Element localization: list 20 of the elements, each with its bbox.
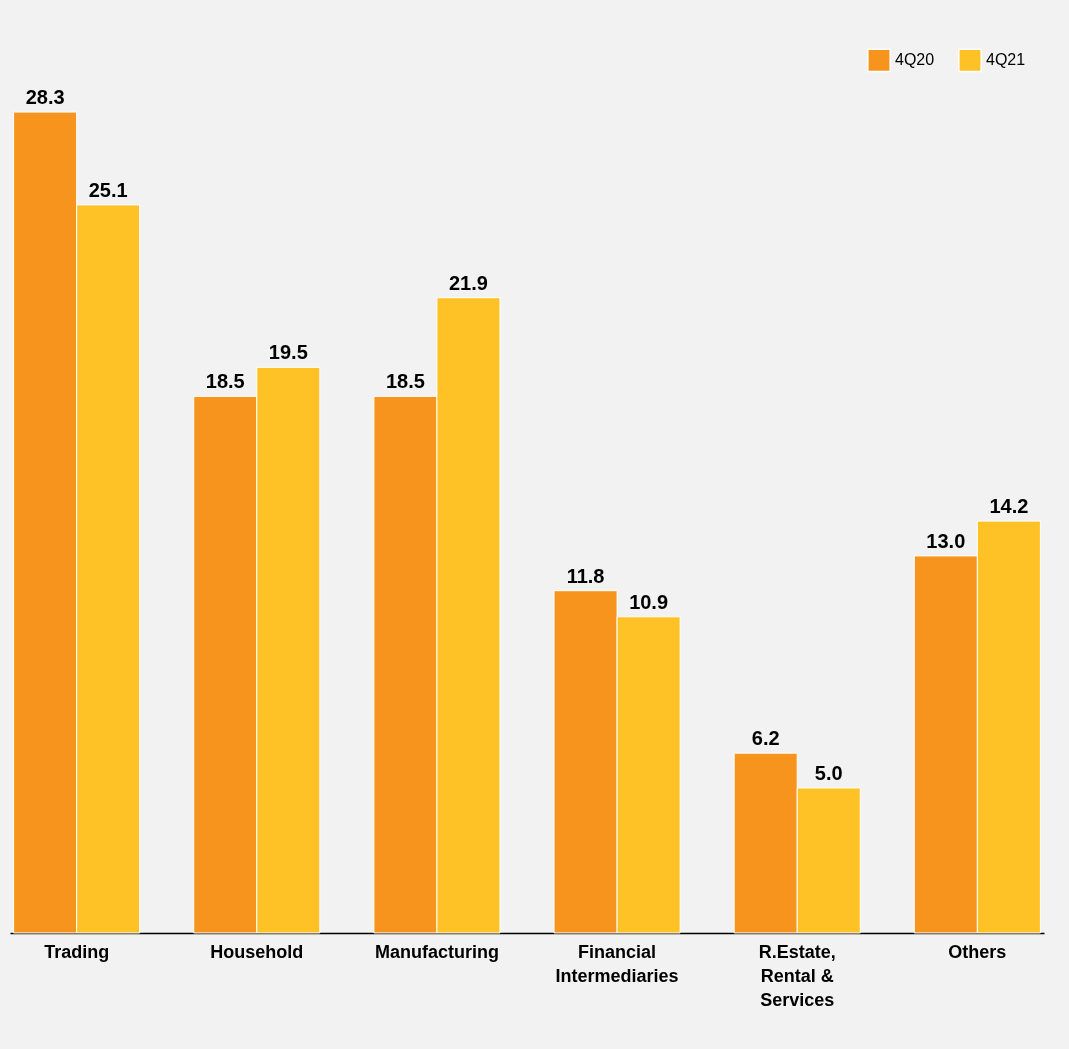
data-label: 10.9	[629, 590, 669, 613]
x-tick-label: Manufacturing	[374, 941, 499, 962]
x-tick-label: R.Estate, Rental & Services	[758, 941, 836, 1010]
legend-label: 4Q21	[986, 51, 1026, 69]
x-tick-label: Others	[948, 941, 1007, 962]
data-label: 18.5	[205, 370, 245, 393]
data-label: 5.0	[814, 761, 843, 784]
data-label: 13.0	[926, 529, 966, 552]
data-label: 21.9	[448, 271, 488, 294]
data-label: 28.3	[25, 86, 65, 109]
data-label: 6.2	[751, 727, 780, 750]
data-label: 25.1	[88, 178, 128, 201]
data-label: 11.8	[566, 564, 605, 587]
data-label: 19.5	[268, 341, 308, 364]
x-tick-label: Financial Intermediaries	[555, 941, 679, 986]
x-tick-label: Trading	[44, 941, 110, 962]
data-label: 18.5	[385, 370, 425, 393]
legend-label: 4Q20	[895, 51, 935, 69]
data-label: 14.2	[989, 495, 1029, 518]
x-tick-label: Household	[210, 941, 304, 962]
